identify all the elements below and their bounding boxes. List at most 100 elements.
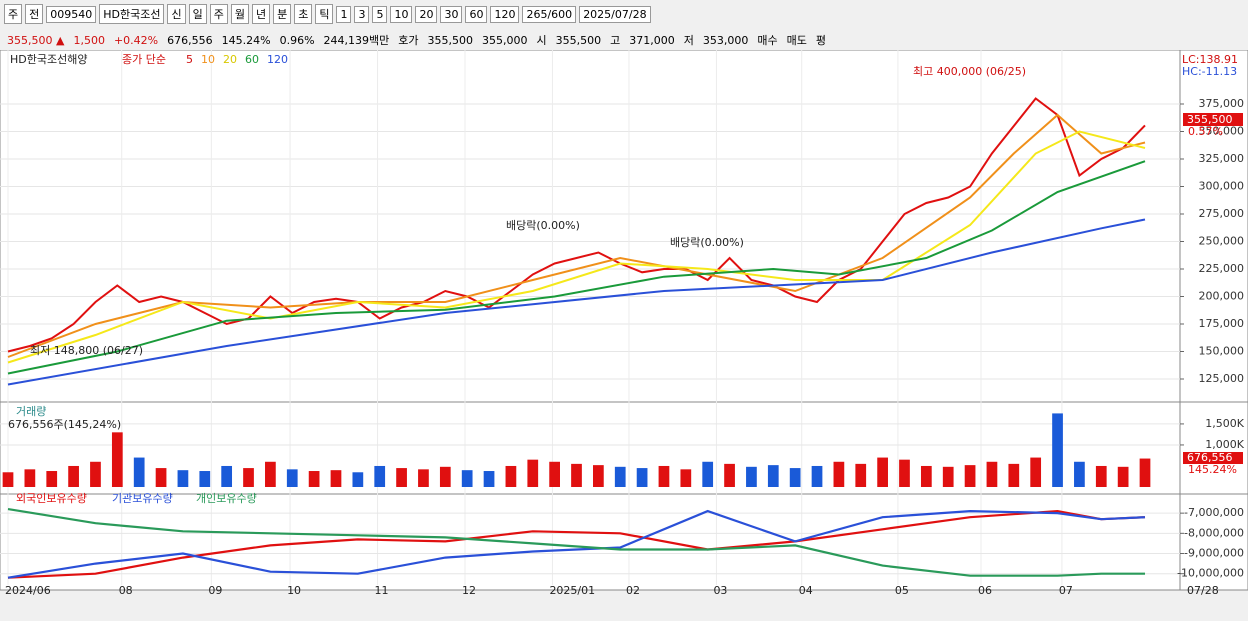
- volume-bar: [2, 472, 14, 487]
- info-item: 저: [683, 34, 694, 47]
- toolbar-button[interactable]: 틱: [315, 4, 334, 24]
- info-item: 355,500 ▲: [7, 33, 65, 47]
- volume-bar: [352, 472, 364, 487]
- volume-bar: [90, 461, 101, 487]
- toolbar-button[interactable]: 20: [415, 5, 438, 23]
- volume-bar: [1095, 465, 1107, 487]
- toolbar-button[interactable]: 초: [294, 4, 313, 24]
- volume-last: 676,556: [1187, 451, 1233, 464]
- toolbar-button[interactable]: 009540: [46, 5, 97, 23]
- info-item: 평: [815, 34, 827, 47]
- legend-title: HD한국조선해양: [10, 52, 87, 66]
- toolbar: 주 전 009540 HD한국조선 신 일 주 월 년 분 초 틱 1 3 5 10 20 30 60 120 265/…: [0, 2, 651, 26]
- toolbar-button[interactable]: 30: [440, 5, 463, 23]
- toolbar-button[interactable]: 265/600: [522, 5, 577, 23]
- y-tick-label: 375,000: [1199, 97, 1245, 110]
- volume-bar: [199, 471, 211, 487]
- volume-bar: [942, 466, 954, 487]
- lc-label: LC:138.91: [1182, 53, 1238, 66]
- info-item: +0.42%: [113, 33, 159, 47]
- toolbar-button[interactable]: 일: [188, 4, 207, 24]
- y-tick-label: 350,000: [1199, 125, 1245, 138]
- info-item: 371,000: [629, 33, 675, 47]
- series-line: [7, 130, 1146, 364]
- volume-bar: [986, 461, 998, 487]
- toolbar-button[interactable]: 주: [209, 4, 228, 24]
- series-line: [7, 218, 1146, 386]
- info-item: 145.24%: [221, 33, 271, 47]
- price-change: 0.57%: [1188, 125, 1223, 138]
- series-line: [7, 508, 1145, 577]
- legend-item: 20: [223, 53, 237, 66]
- toolbar-button[interactable]: 주: [4, 4, 23, 24]
- volume-bar: [68, 465, 79, 487]
- info-item: 시: [536, 34, 547, 47]
- volume-bar: [833, 461, 845, 487]
- info-item: 매수: [757, 34, 778, 47]
- volume-bar: [593, 465, 604, 487]
- toolbar-button[interactable]: 분: [273, 4, 292, 24]
- toolbar-button[interactable]: 전: [25, 4, 44, 24]
- info-item: 고: [610, 34, 621, 47]
- series-line: [7, 97, 1146, 353]
- volume-bar: [811, 465, 823, 487]
- info-item: 355,500: [555, 33, 602, 47]
- volume-bar: [308, 471, 320, 487]
- series-line: [7, 509, 1146, 579]
- annotation-high: 최고 400,000 (06/25): [913, 65, 1026, 78]
- toolbar-button[interactable]: 1: [336, 5, 352, 23]
- toolbar-button[interactable]: 60: [465, 5, 488, 23]
- x-tick-label: 2024/06: [5, 584, 51, 597]
- volume-bar: [658, 465, 670, 487]
- x-tick-label: 02: [626, 584, 640, 597]
- annotation-low: 최저 148,800 (06/27): [30, 344, 143, 357]
- volume-bar: [330, 470, 342, 487]
- toolbar-button[interactable]: 2025/07/28: [579, 5, 651, 23]
- annotation: 배당락(0.00%): [670, 236, 744, 249]
- toolbar-button[interactable]: 3: [354, 5, 370, 23]
- info-item: 0.96%: [279, 33, 315, 47]
- axis-bg: [1179, 50, 1248, 591]
- volume-bar: [702, 461, 714, 487]
- volume-bar: [221, 465, 233, 487]
- info-item: 355,500: [427, 33, 474, 47]
- toolbar-button[interactable]: 120: [490, 5, 520, 23]
- volume-bar: [155, 468, 167, 487]
- volume-bar: [877, 457, 888, 487]
- annotation: 배당락(0.00%): [506, 219, 580, 232]
- x-tick-label: 04: [799, 584, 813, 597]
- toolbar-button[interactable]: HD한국조선: [99, 4, 165, 24]
- legend-item: 종가 단순: [122, 53, 166, 66]
- volume-bar: [439, 466, 451, 487]
- legend-item: 기관보유수량: [112, 492, 173, 505]
- y-tick-label: 300,000: [1199, 180, 1245, 193]
- volume-bar: [46, 471, 58, 487]
- volume-bar: [24, 469, 36, 487]
- series-line: [7, 160, 1146, 375]
- volume-bar: [855, 463, 867, 487]
- toolbar-button[interactable]: 5: [372, 5, 388, 23]
- volume-bar: [1008, 463, 1020, 487]
- x-tick-label: 10: [287, 584, 301, 597]
- y-tick-label: 1,000K: [1205, 438, 1244, 451]
- volume-bar: [461, 470, 473, 487]
- toolbar-button[interactable]: 년: [251, 4, 271, 24]
- toolbar-button[interactable]: 월: [230, 4, 249, 24]
- volume-bar: [418, 469, 429, 487]
- x-last-label: 07/28: [1187, 584, 1219, 597]
- volume-bar: [1030, 457, 1042, 487]
- x-tick-label: 03: [713, 584, 727, 597]
- info-item: 355,000: [482, 33, 528, 47]
- info-item: 244,139백만: [323, 34, 390, 47]
- volume-box: [1183, 452, 1243, 464]
- y-tick-label: 325,000: [1199, 152, 1245, 165]
- volume-bar: [1117, 466, 1129, 487]
- volume-bar: [505, 465, 517, 487]
- volume-bar: [133, 457, 145, 487]
- volume-bar: [920, 465, 932, 487]
- volume-bar: [636, 468, 648, 487]
- toolbar-button[interactable]: 10: [390, 5, 413, 23]
- toolbar-button[interactable]: 신: [167, 4, 186, 24]
- y-tick-label: 250,000: [1199, 235, 1245, 248]
- volume-bar: [549, 461, 560, 487]
